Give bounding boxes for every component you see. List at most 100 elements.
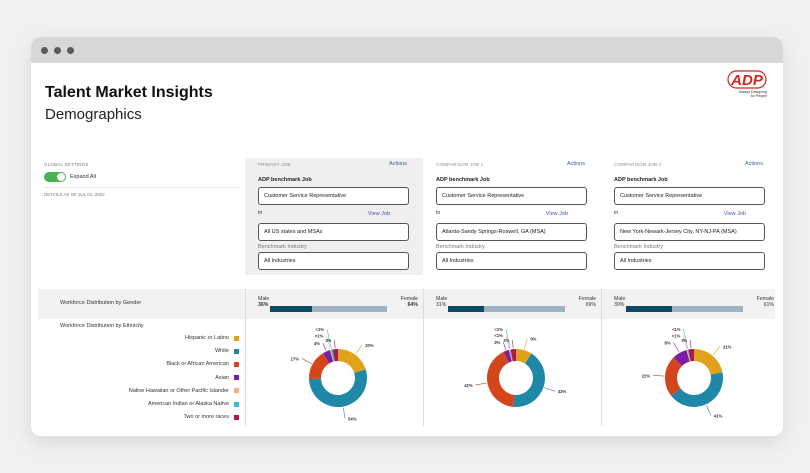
actions-link[interactable]: Actions bbox=[566, 161, 585, 167]
job-column-header: PRIMARY JOB bbox=[258, 162, 291, 167]
expand-all-toggle[interactable] bbox=[44, 172, 66, 182]
donut-slice bbox=[673, 349, 690, 366]
benchmark-industry-label: Benchmark Industry bbox=[258, 244, 307, 250]
slice-label: 20% bbox=[365, 343, 374, 348]
male-share: Male 39% bbox=[614, 296, 625, 308]
comparison-job-2-panel: COMPARISON JOB 2 Actions ADP benchmark J… bbox=[601, 158, 779, 275]
donut-slice bbox=[509, 349, 513, 362]
column-divider bbox=[245, 289, 246, 426]
comparison-job-1-panel: COMPARISON JOB 1 Actions ADP benchmark J… bbox=[423, 158, 601, 275]
view-job-link[interactable]: View Job bbox=[367, 211, 390, 217]
industry-field[interactable]: All Industries bbox=[436, 252, 587, 270]
legend-label: White bbox=[214, 348, 229, 355]
donut-slice bbox=[329, 349, 334, 362]
leader-line bbox=[342, 407, 346, 419]
leader-line bbox=[326, 329, 332, 349]
gender-bar bbox=[626, 306, 743, 312]
slice-label: 3% bbox=[503, 338, 509, 343]
industry-field[interactable]: All Industries bbox=[614, 252, 765, 270]
legend-item: Native Hawaiian or Other Pacific Islande… bbox=[129, 388, 239, 394]
actions-link[interactable]: Actions bbox=[388, 161, 407, 167]
slice-label: 3% bbox=[494, 340, 500, 345]
donut-slice bbox=[330, 349, 335, 362]
view-job-link[interactable]: View Job bbox=[723, 211, 746, 217]
details-date: DETAILS AS OF JUL 01, 2022 bbox=[44, 192, 105, 197]
adp-logo-tagline: Always Designing for People bbox=[727, 90, 767, 98]
donut-slice bbox=[338, 349, 366, 373]
legend-item: American Indian or Alaska Native bbox=[148, 401, 239, 407]
expand-all-label: Expand All bbox=[70, 174, 96, 180]
slice-label: 9% bbox=[530, 337, 536, 342]
leader-line bbox=[502, 342, 507, 350]
male-label: Male bbox=[614, 296, 626, 302]
slice-label: <1% bbox=[672, 327, 681, 332]
legend-label: Asian bbox=[215, 374, 229, 381]
industry-field[interactable]: All Industries bbox=[258, 252, 409, 270]
legend-label: Two or more races bbox=[183, 414, 229, 421]
leader-line bbox=[712, 346, 721, 356]
window-close-dot[interactable] bbox=[41, 47, 48, 54]
view-job-link[interactable]: View Job bbox=[545, 211, 568, 217]
gender-bar bbox=[448, 306, 565, 312]
leader-line bbox=[475, 382, 487, 386]
donut-slice bbox=[688, 349, 694, 362]
male-bar-fill bbox=[626, 306, 672, 312]
slice-label: <1% bbox=[315, 334, 324, 339]
benchmark-job-label: ADP benchmark Job bbox=[614, 177, 668, 183]
legend-swatch bbox=[234, 375, 239, 381]
primary-job-panel: PRIMARY JOB Actions ADP benchmark Job Cu… bbox=[245, 158, 423, 275]
female-value: 61% bbox=[763, 302, 774, 308]
benchmark-job-field[interactable]: Customer Service Representative bbox=[436, 187, 587, 205]
window-zoom-dot[interactable] bbox=[67, 47, 74, 54]
donut-slice bbox=[513, 353, 545, 407]
male-bar-fill bbox=[270, 306, 313, 312]
leader-line bbox=[355, 344, 363, 354]
benchmark-industry-label: Benchmark Industry bbox=[614, 244, 663, 250]
gender-cell-comparison-1: Male 31% Female 69% bbox=[436, 292, 596, 314]
ethnicity-donut-comparison-1: 9%43%42%3%<1%<1%3% bbox=[464, 327, 566, 407]
legend-item: White bbox=[215, 348, 239, 354]
leader-line bbox=[326, 335, 331, 350]
leader-line bbox=[505, 335, 510, 349]
donut-slice bbox=[687, 349, 691, 362]
leader-line bbox=[706, 405, 712, 416]
gender-cell-comparison-2: Male 39% Female 61% bbox=[614, 292, 774, 314]
benchmark-job-field[interactable]: Customer Service Representative bbox=[614, 187, 765, 205]
location-field[interactable]: New York-Newark-Jersey City, NY-NJ-PA (M… bbox=[614, 223, 765, 241]
leader-line bbox=[544, 387, 555, 392]
slice-label: 3% bbox=[325, 338, 331, 343]
gender-cell-primary: Male 36% Female 64% bbox=[258, 292, 418, 314]
slice-label: 8% bbox=[664, 340, 670, 345]
location-field[interactable]: Atlanta-Sandy Springs-Roswell, GA (MSA) bbox=[436, 223, 587, 241]
legend-swatch bbox=[234, 388, 239, 394]
legend-label: Black or African American bbox=[166, 361, 229, 368]
gender-bar bbox=[270, 306, 387, 312]
leader-line bbox=[653, 375, 665, 377]
female-label: Female bbox=[578, 296, 596, 302]
slice-label: 4% bbox=[314, 341, 320, 346]
leader-line bbox=[673, 342, 680, 353]
ethnicity-donut-primary: 20%54%17%4%<1%<1%3% bbox=[291, 327, 374, 421]
tagline-line-2: for People bbox=[750, 94, 767, 99]
gender-distribution-title: Workforce Distribution by Gender bbox=[60, 300, 142, 306]
page-title: Talent Market Insights bbox=[45, 84, 213, 101]
female-share: Female 64% bbox=[401, 296, 418, 308]
benchmark-job-field[interactable]: Customer Service Representative bbox=[258, 187, 409, 205]
legend-item: Black or African American bbox=[166, 361, 239, 367]
app-window: Talent Market Insights Demographics ADP … bbox=[31, 37, 783, 436]
leader-line bbox=[683, 329, 688, 349]
donut-slice bbox=[323, 350, 334, 364]
window-minimize-dot[interactable] bbox=[54, 47, 61, 54]
actions-link[interactable]: Actions bbox=[744, 161, 763, 167]
global-settings-label: GLOBAL SETTINGS bbox=[44, 162, 89, 167]
settings-divider bbox=[44, 187, 239, 188]
female-label: Female bbox=[756, 296, 774, 302]
slice-label: 41% bbox=[714, 413, 723, 418]
toggle-knob bbox=[57, 173, 65, 181]
in-label: in bbox=[614, 210, 619, 216]
donut-slice bbox=[503, 349, 512, 363]
legend-item: Hispanic or Latino bbox=[185, 335, 239, 341]
donut-slice bbox=[487, 351, 515, 407]
location-field[interactable]: All US states and MSAs bbox=[258, 223, 409, 241]
male-bar-fill bbox=[448, 306, 485, 312]
